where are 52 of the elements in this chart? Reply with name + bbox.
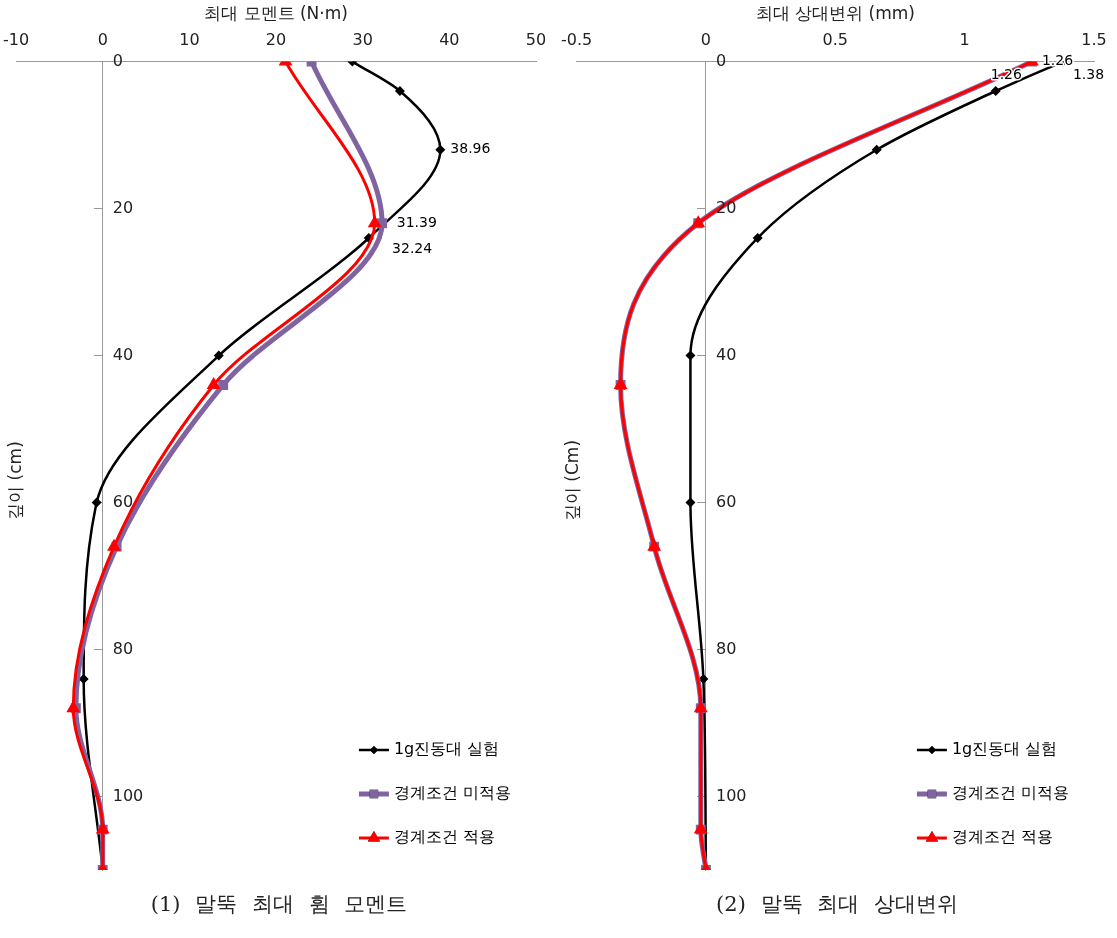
point	[394, 86, 405, 96]
point	[685, 497, 696, 508]
annotation: 1.38	[1072, 66, 1105, 83]
annotation: 38.96	[450, 140, 491, 157]
point	[107, 538, 121, 551]
point	[435, 144, 446, 155]
x-axis-title: 최대 모멘트 (N·m)	[204, 2, 348, 23]
y-tick-label: 100	[715, 785, 747, 805]
x-tick-label: 0.5	[822, 30, 849, 50]
y-tick-label: 80	[112, 638, 134, 658]
legend-label: 경계조건 적용	[393, 827, 496, 847]
y-axis-title: 깊이 (cm)	[3, 440, 26, 520]
legend-label: 경계조건 미적용	[951, 783, 1070, 803]
point	[685, 350, 696, 361]
y-tick-label: 0	[715, 50, 727, 70]
point	[213, 350, 224, 361]
y-tick-label: 40	[715, 344, 737, 364]
point	[91, 497, 102, 508]
x-tick-label: 0	[700, 30, 712, 50]
point	[218, 380, 229, 390]
legend-label: 1g진동대 실험	[393, 739, 500, 759]
x-tick-label: 20	[265, 30, 287, 50]
x-tick-label: 1.5	[1081, 30, 1107, 50]
x-tick-label: -10	[3, 30, 30, 50]
y-tick-label: 60	[112, 491, 134, 511]
x-tick-label: 40	[439, 30, 460, 50]
y-axis-title: 깊이 (Cm)	[561, 439, 584, 521]
point	[990, 86, 1001, 96]
x-axis-title: 최대 상대변위 (mm)	[755, 2, 915, 23]
point	[66, 700, 81, 713]
x-tick-label: 30	[352, 30, 373, 50]
y-tick-label: 80	[715, 638, 737, 658]
y-tick-label: 0	[112, 50, 123, 70]
x-tick-label: 0	[97, 30, 108, 50]
x-tick-label: 1	[959, 30, 970, 50]
legend-label: 1g진동대 실험	[951, 739, 1058, 759]
x-tick-label: 50	[525, 30, 547, 50]
y-tick-label: 40	[112, 344, 134, 364]
annotation: 32.24	[392, 239, 433, 256]
x-tick-label: -0.5	[561, 30, 593, 50]
point	[871, 144, 882, 155]
legend-label: 경계조건 미적용	[393, 783, 512, 803]
text: (1) 말뚝 최대 휨 모멘트	[149, 891, 409, 918]
x-tick-label: 10	[179, 30, 200, 50]
legend-label: 경계조건 적용	[951, 827, 1054, 847]
y-tick-label: 20	[112, 197, 134, 217]
point	[752, 232, 763, 243]
annotation: 1.26	[1041, 52, 1074, 69]
text: (2) 말뚝 최대 상대변위	[715, 891, 959, 918]
y-tick-label: 60	[715, 491, 737, 511]
annotation: 31.39	[396, 213, 437, 230]
y-tick-label: 100	[112, 785, 144, 805]
